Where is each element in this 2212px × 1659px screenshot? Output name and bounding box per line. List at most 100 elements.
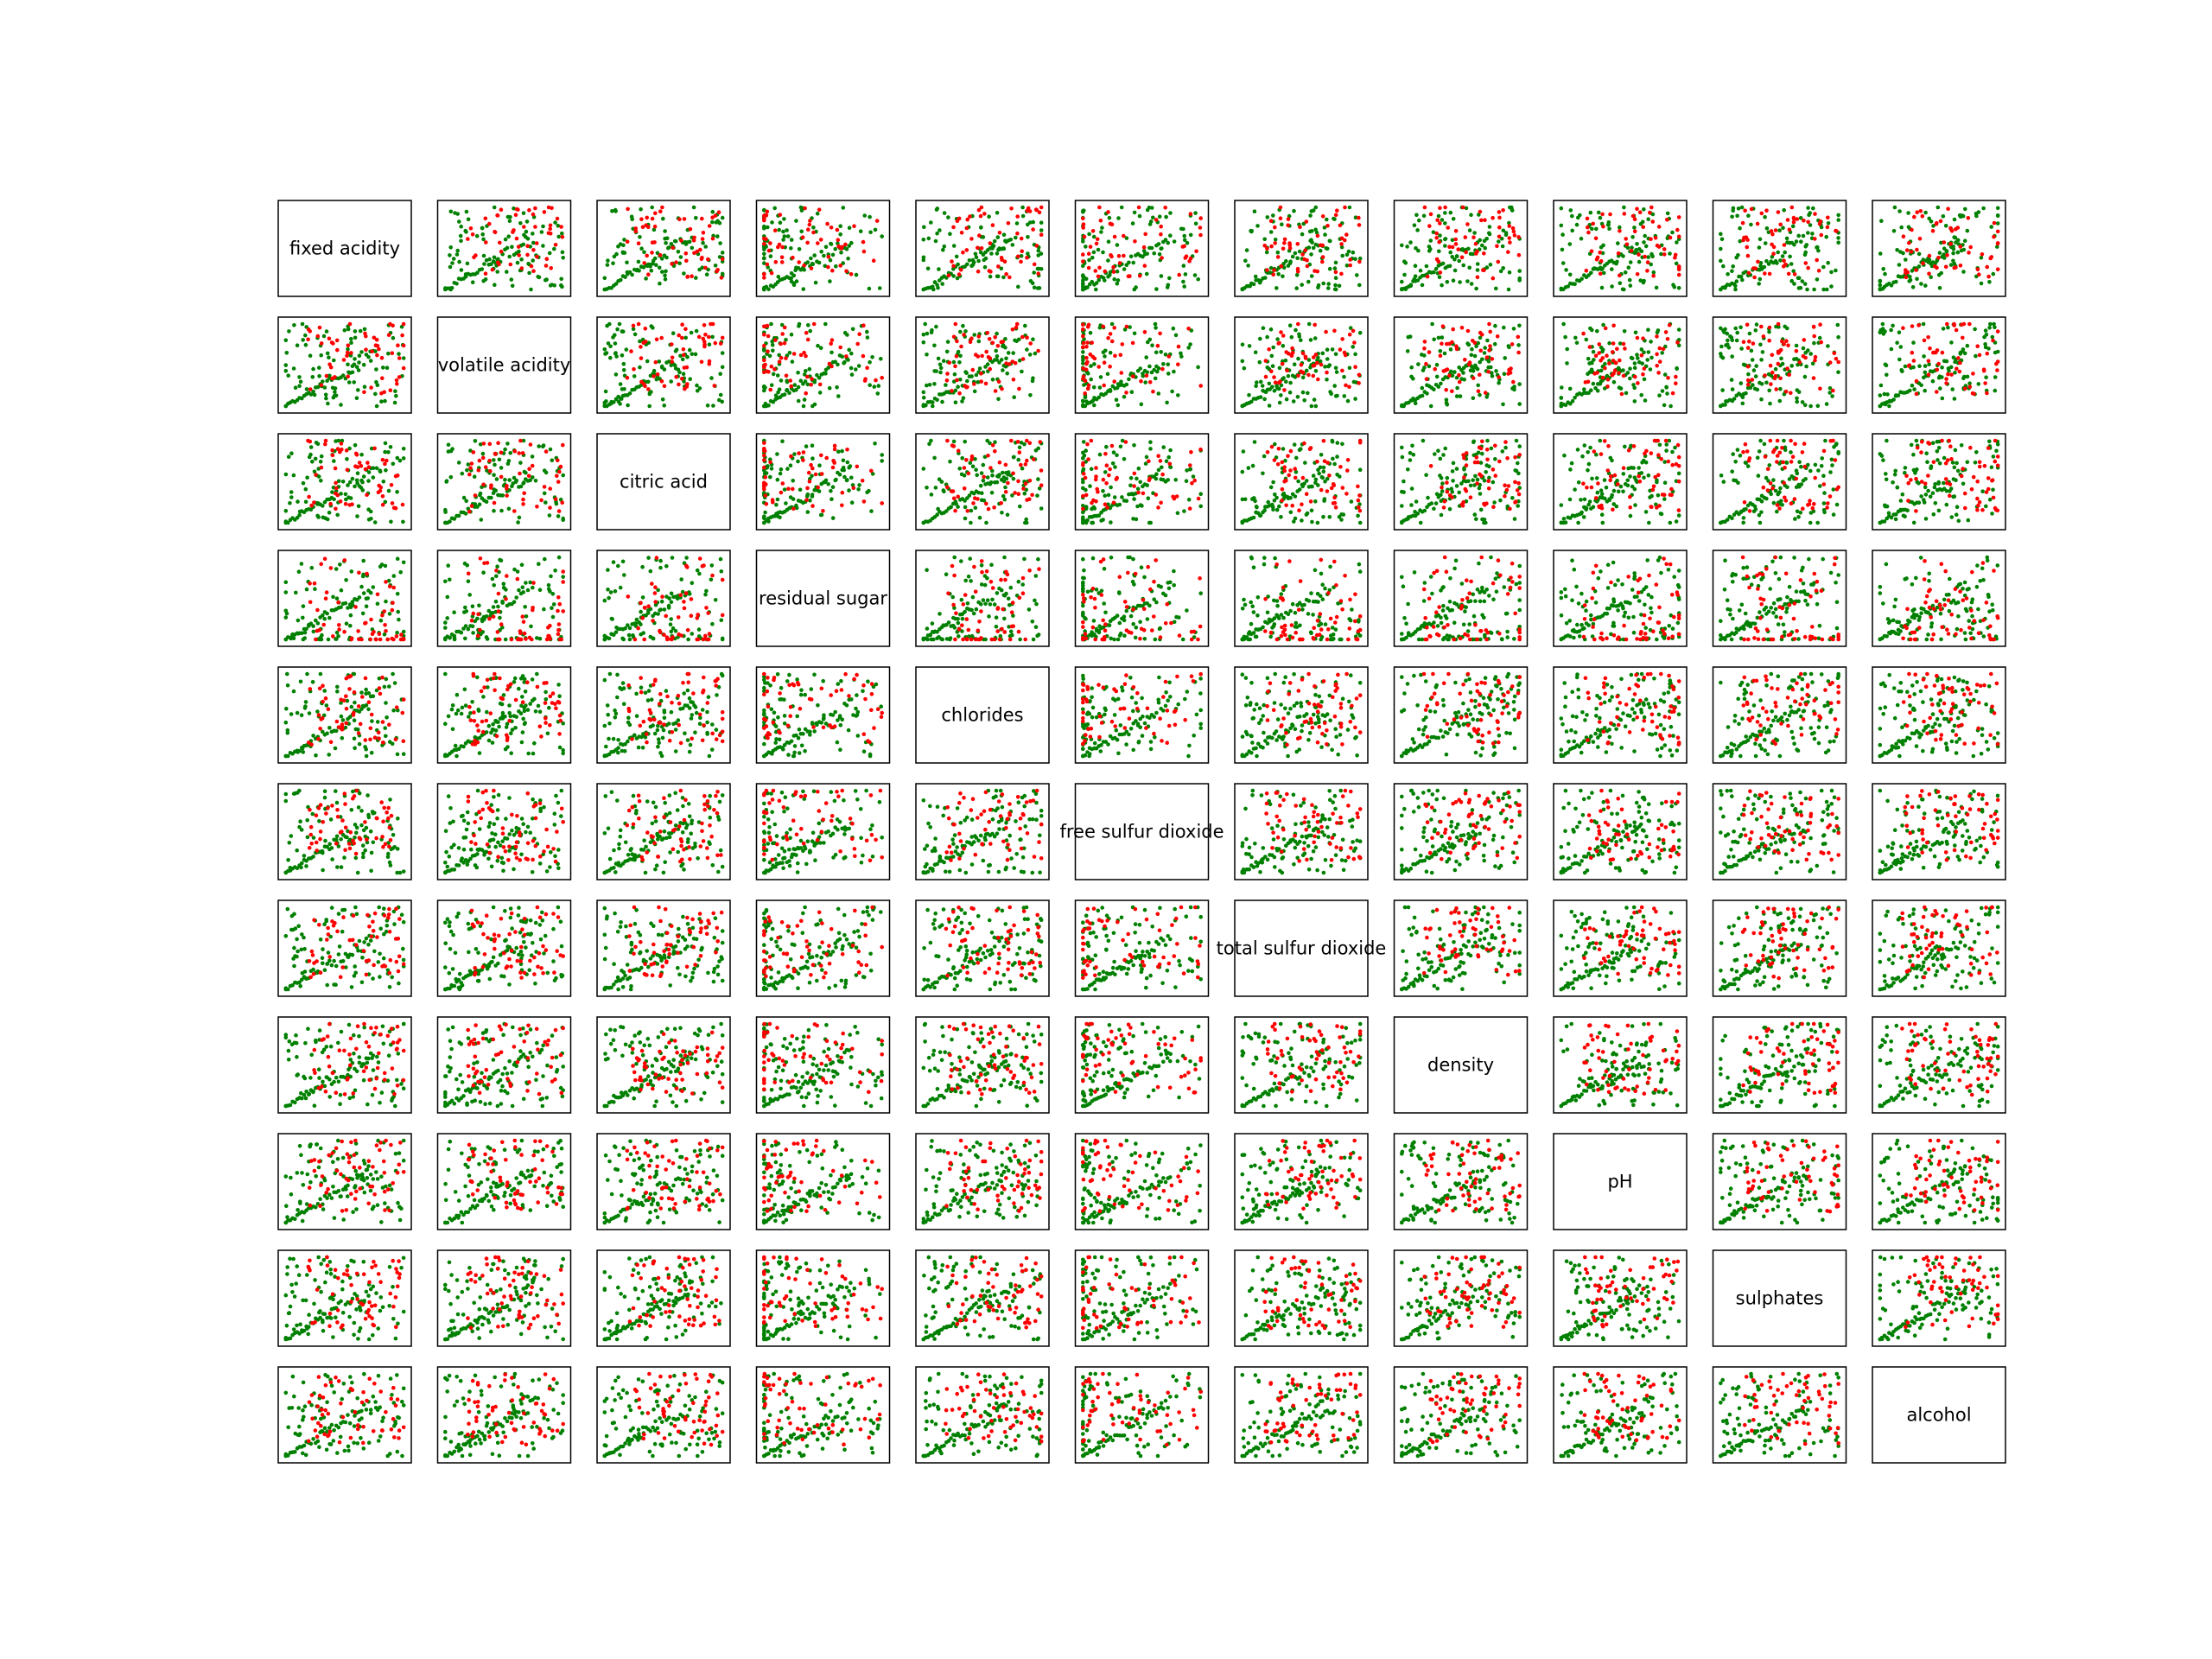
red-point-2-5-5 — [1109, 443, 1115, 448]
green-point-0-8-36 — [1639, 249, 1644, 254]
green-point-0-10-75 — [1936, 272, 1942, 277]
green-point-0-4-108 — [987, 214, 991, 219]
red-point-1-3-15 — [784, 356, 788, 360]
green-point-0-7-100 — [1484, 265, 1490, 270]
green-point-0-7-77 — [1443, 211, 1447, 215]
green-point-0-7-112 — [1467, 265, 1471, 270]
green-point-0-1-43 — [492, 205, 497, 210]
red-point-1-4-30 — [953, 364, 957, 369]
red-point-0-9-2 — [1825, 225, 1830, 230]
green-point-1-4-7 — [935, 397, 939, 403]
green-point-0-4-117 — [973, 251, 978, 257]
red-point-1-10-42 — [1972, 391, 1976, 397]
red-point-2-3-34 — [810, 504, 815, 508]
red-point-2-3-26 — [860, 479, 865, 483]
green-point-0-6-25 — [1295, 256, 1300, 261]
red-point-1-4-22 — [976, 334, 982, 339]
green-point-2-7-42 — [1472, 512, 1478, 517]
green-point-0-7-117 — [1413, 274, 1418, 279]
red-point-0-10-49 — [1966, 216, 1971, 220]
green-point-0-6-108 — [1306, 279, 1311, 284]
green-point-1-8-109 — [1624, 391, 1629, 396]
green-point-1-5-51 — [1089, 364, 1093, 368]
green-point-1-9-77 — [1750, 358, 1755, 362]
red-point-1-8-3 — [1667, 322, 1672, 327]
red-point-1-2-54 — [702, 342, 707, 347]
green-point-0-10-54 — [1951, 245, 1955, 249]
red-point-2-3-14 — [768, 460, 772, 465]
green-point-2-4-106 — [973, 505, 978, 510]
green-point-1-3-115 — [789, 332, 794, 337]
scatter-cell-2-1 — [436, 433, 572, 531]
green-point-1-0-88 — [286, 373, 291, 378]
red-point-1-7-41 — [1506, 372, 1510, 376]
green-point-2-1-105 — [493, 462, 497, 467]
green-point-0-1-91 — [552, 246, 556, 251]
red-point-0-10-10 — [1986, 274, 1991, 279]
red-point-0-3-11 — [829, 226, 834, 230]
green-point-2-7-108 — [1512, 517, 1517, 521]
red-point-2-1-19 — [522, 491, 526, 496]
red-point-0-9-24 — [1782, 243, 1787, 247]
green-point-0-10-61 — [1987, 280, 1992, 284]
red-point-0-2-32 — [650, 216, 655, 221]
red-point-1-5-21 — [1176, 362, 1180, 367]
green-point-0-7-108 — [1431, 230, 1436, 235]
green-point-1-3-38 — [847, 347, 851, 353]
green-point-1-7-89 — [1434, 374, 1440, 379]
green-point-2-0-71 — [378, 468, 383, 473]
red-point-0-10-32 — [1921, 261, 1925, 266]
red-point-0-7-26 — [1438, 270, 1443, 275]
green-point-0-2-54 — [636, 259, 641, 264]
green-point-1-10-68 — [1911, 340, 1916, 345]
green-point-1-5-102 — [1179, 354, 1184, 359]
red-point-2-1-6 — [518, 438, 523, 443]
green-point-2-1-110 — [505, 461, 511, 466]
red-point-0-7-9 — [1491, 215, 1495, 220]
green-point-0-9-91 — [1796, 276, 1801, 281]
green-point-1-9-15 — [1751, 383, 1755, 387]
green-point-0-3-92 — [782, 217, 786, 221]
red-point-0-2-29 — [700, 216, 704, 221]
green-point-0-1-59 — [553, 220, 557, 225]
red-point-1-8-18 — [1633, 374, 1637, 379]
green-point-0-3-73 — [789, 279, 794, 284]
green-point-2-7-74 — [1471, 440, 1476, 444]
red-point-1-7-48 — [1450, 389, 1454, 394]
green-point-0-5-66 — [1182, 284, 1186, 289]
red-point-0-4-1 — [976, 245, 980, 251]
green-point-1-0-12 — [308, 392, 314, 397]
green-point-2-4-65 — [1036, 446, 1040, 451]
red-point-2-3-53 — [832, 447, 837, 452]
green-point-0-3-111 — [847, 226, 852, 231]
green-point-2-5-97 — [1185, 468, 1189, 473]
red-point-0-3-15 — [809, 266, 814, 270]
green-point-1-6-113 — [1289, 334, 1294, 340]
green-point-1-0-26 — [340, 373, 346, 378]
red-point-0-2-49 — [688, 226, 693, 232]
green-point-2-3-78 — [787, 505, 792, 511]
red-point-0-8-34 — [1645, 260, 1650, 264]
red-point-1-6-39 — [1300, 370, 1306, 375]
red-point-0-10-39 — [1968, 245, 1973, 250]
green-point-2-0-118 — [316, 515, 321, 519]
green-point-1-6-98 — [1292, 362, 1297, 367]
green-point-0-2-33 — [676, 250, 681, 254]
red-point-1-2-31 — [670, 355, 675, 360]
red-point-0-9-49 — [1792, 272, 1797, 276]
green-point-1-7-91 — [1472, 353, 1478, 359]
green-point-2-1-120 — [460, 471, 465, 476]
green-point-0-8-10 — [1580, 276, 1584, 282]
green-point-0-8-96 — [1665, 211, 1670, 216]
red-point-2-3-50 — [801, 458, 805, 462]
red-point-1-8-43 — [1674, 381, 1678, 386]
red-point-1-3-17 — [769, 364, 774, 369]
green-point-1-9-78 — [1759, 397, 1764, 402]
green-point-2-5-128 — [1164, 459, 1169, 463]
green-point-1-0-121 — [312, 392, 317, 397]
green-point-2-7-68 — [1477, 486, 1482, 491]
red-point-2-5-38 — [1156, 505, 1160, 510]
green-point-2-5-115 — [1113, 465, 1117, 469]
red-point-0-7-42 — [1516, 235, 1521, 239]
red-point-1-3-6 — [830, 364, 834, 369]
